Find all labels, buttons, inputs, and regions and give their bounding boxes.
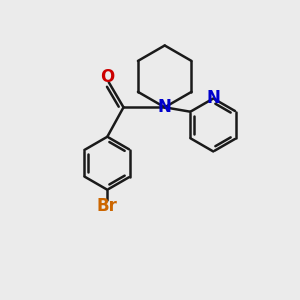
Text: O: O (100, 68, 114, 86)
Text: N: N (158, 98, 172, 116)
Text: N: N (206, 89, 220, 107)
Text: Br: Br (97, 197, 118, 215)
